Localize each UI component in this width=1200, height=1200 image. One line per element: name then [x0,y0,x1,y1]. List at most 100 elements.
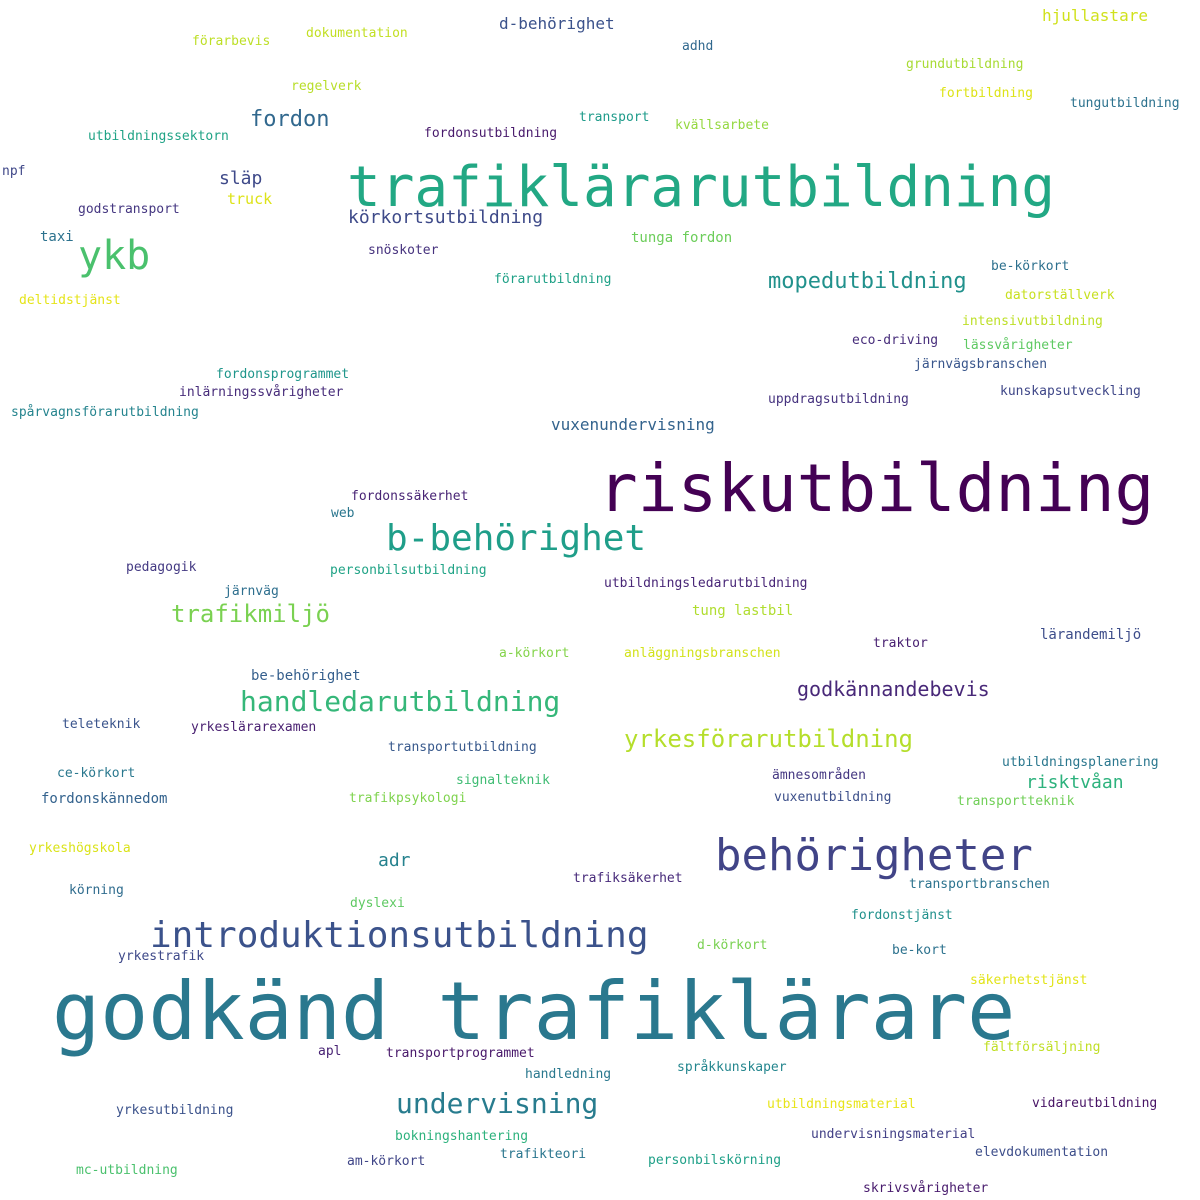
word-utbildningssektorn: utbildningssektorn [88,129,229,144]
word-fordonskannedom: fordonskännedom [41,791,168,807]
word-slap: släp [219,168,263,189]
word-taxi: taxi [40,229,74,245]
word-signalteknik: signalteknik [456,773,550,788]
word-fordonstjanst: fordonstjänst [851,908,953,923]
word-d-behorighet: d-behörighet [499,14,615,33]
word-yrkestrafik: yrkestrafik [118,949,205,964]
word-yrkeshogskola: yrkeshögskola [29,841,131,856]
word-be-korkort: be-körkort [991,259,1070,274]
word-fortbildning: fortbildning [939,86,1033,101]
word-jarnvag: järnväg [224,584,279,599]
word-am-korkort: am-körkort [347,1154,426,1169]
word-godkand-trafiklarare: godkänd trafiklärare [52,965,1016,1058]
word-datorstallverk: datorställverk [1005,288,1115,303]
word-yrkeslararexamen: yrkeslärarexamen [191,720,317,735]
word-vidareutbildning: vidareutbildning [1032,1096,1158,1111]
word-vuxenutbildning: vuxenutbildning [774,790,892,805]
word-kunskapsutveckling: kunskapsutveckling [1000,384,1141,399]
word-fordonsutbildning: fordonsutbildning [424,126,558,141]
word-korkortsutbildning: körkortsutbildning [348,207,544,228]
word-transport: transport [579,110,650,125]
word-yrkesutbildning: yrkesutbildning [116,1103,234,1118]
word-eco-driving: eco-driving [852,333,939,348]
word-transportutbildning: transportutbildning [388,740,537,755]
word-risktvaan: risktvåan [1026,772,1124,793]
word-a-korkort: a-körkort [499,646,570,661]
word-elevdokumentation: elevdokumentation [975,1145,1109,1160]
word-be-kort: be-kort [892,943,947,958]
word-intensivutbildning: intensivutbildning [962,314,1103,329]
word-traktor: traktor [873,636,928,651]
word-tung-lastbil: tung lastbil [692,603,794,619]
word-kvallsarbete: kvällsarbete [675,118,769,133]
word-transportteknik: transportteknik [957,794,1075,809]
word-amnesomraden: ämnesområden [772,768,866,783]
word-korning: körning [69,883,124,898]
word-ykb: ykb [78,233,151,279]
word-mopedutbildning: mopedutbildning [768,269,967,294]
word-personbilsutbildning: personbilsutbildning [330,563,487,578]
word-tungutbildning: tungutbildning [1070,96,1180,111]
word-inlarningssvarigheter: inlärningssvårigheter [179,385,344,400]
word-truck: truck [227,190,273,208]
word-web: web [331,506,355,521]
word-utbildningsplanering: utbildningsplanering [1002,755,1159,770]
word-npf: npf [2,164,26,179]
word-skrivsvarigheter: skrivsvårigheter [863,1181,989,1196]
word-sprakkunskaper: språkkunskaper [677,1060,787,1075]
word-hjullastare: hjullastare [1042,6,1148,25]
word-trafiksakerhet: trafiksäkerhet [573,871,683,886]
word-d-korkort: d-körkort [697,938,768,953]
word-mc-utbildning: mc-utbildning [76,1163,178,1178]
word-adr: adr [378,850,411,871]
word-godstransport: godstransport [78,202,180,217]
word-undervisningsmaterial: undervisningsmaterial [811,1127,976,1142]
word-deltidstjanst: deltidstjänst [19,293,121,308]
word-ce-korkort: ce-körkort [57,766,136,781]
word-anlaggningsbranschen: anläggningsbranschen [624,646,781,661]
word-grundutbildning: grundutbildning [906,57,1024,72]
word-regelverk: regelverk [291,79,362,94]
word-fordonssakerhet: fordonssäkerhet [351,489,469,504]
word-tunga-fordon: tunga fordon [631,230,733,246]
word-sakerhetstjanst: säkerhetstjänst [970,973,1088,988]
word-fordonsprogrammet: fordonsprogrammet [216,367,350,382]
word-transportprogrammet: transportprogrammet [386,1046,535,1061]
word-utbildningsmaterial: utbildningsmaterial [767,1097,916,1112]
word-trafikmiljo: trafikmiljö [171,600,330,628]
word-dyslexi: dyslexi [350,896,405,911]
word-trafiklararutbildning: trafiklärarutbildning [347,155,1056,220]
word-handledarutbildning: handledarutbildning [240,685,561,718]
word-forarbevis: förarbevis [192,34,271,49]
word-dokumentation: dokumentation [306,26,408,41]
word-bokningshantering: bokningshantering [395,1129,529,1144]
word-uppdragsutbildning: uppdragsutbildning [768,392,909,407]
word-behorigheter: behörigheter [715,830,1033,881]
word-yrkesforarutbildning: yrkesförarutbildning [624,725,913,753]
word-apl: apl [318,1044,342,1059]
word-trafikpsykologi: trafikpsykologi [349,791,467,806]
word-godkannandebevis: godkännandebevis [797,677,990,701]
word-forarutbildning: förarutbildning [494,272,612,287]
word-introduktionsutbildning: introduktionsutbildning [150,915,649,956]
word-larandemiljo: lärandemiljö [1040,627,1142,643]
word-handledning: handledning [525,1067,612,1082]
word-b-behorighet: b-behörighet [386,518,647,559]
word-transportbranschen: transportbranschen [909,877,1050,892]
word-faltforsaljning: fältförsäljning [983,1040,1101,1055]
word-adhd: adhd [682,39,714,54]
word-undervisning: undervisning [396,1087,599,1120]
word-utbildningsledarutbildning: utbildningsledarutbildning [604,576,808,591]
word-vuxenundervisning: vuxenundervisning [551,415,715,434]
word-pedagogik: pedagogik [126,560,197,575]
word-fordon: fordon [250,107,330,132]
word-trafikteori: trafikteori [500,1147,587,1162]
word-jarnvagsbranschen: järnvägsbranschen [914,357,1048,372]
word-lassvarigheter: lässvårigheter [963,338,1073,353]
word-snoskoter: snöskoter [368,243,439,258]
word-be-behorighet: be-behörighet [251,668,361,684]
word-sparvagnsforarutbildning: spårvagnsförarutbildning [11,405,199,420]
word-teleteknik: teleteknik [62,717,141,732]
word-riskutbildning: riskutbildning [598,450,1155,527]
